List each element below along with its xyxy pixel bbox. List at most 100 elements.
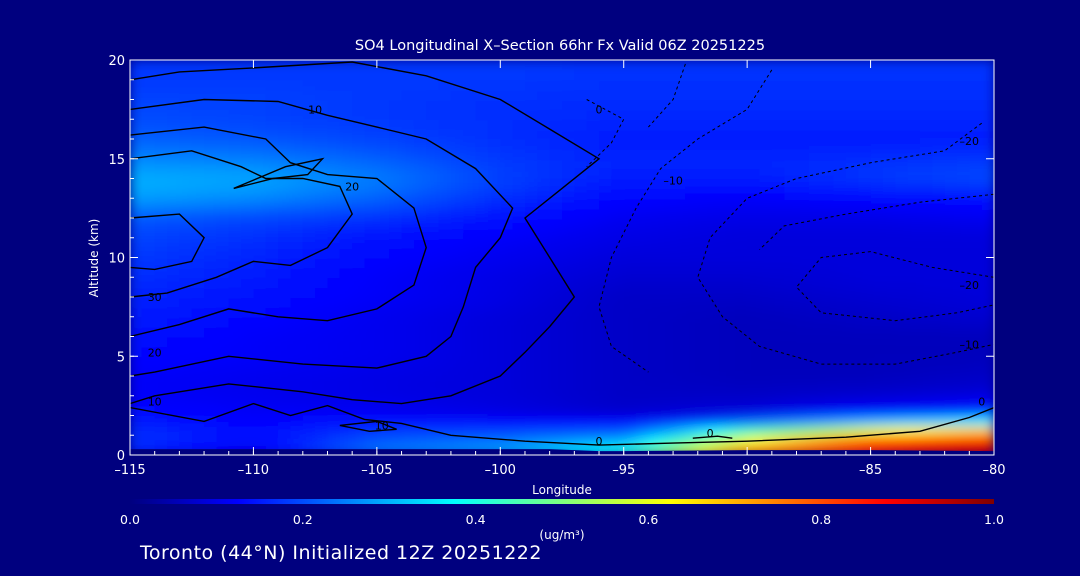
heat-cell (525, 227, 539, 239)
heat-cell (882, 356, 897, 368)
heat-cell (969, 415, 983, 427)
colorbar-ticks: 0.0 0.2 0.4 0.6 0.8 1.0 (120, 512, 1004, 527)
heat-cell (562, 198, 576, 210)
heat-cell (858, 178, 872, 190)
heat-cell (697, 79, 712, 91)
heat-cell (562, 277, 576, 289)
heat-cell (957, 188, 971, 200)
heat-cell (154, 435, 168, 447)
heat-cell (599, 79, 613, 91)
heat-cell (191, 385, 205, 397)
heat-cell (957, 99, 971, 111)
heat-cell (919, 435, 934, 447)
heat-cell (290, 376, 304, 387)
heat-cell (586, 218, 600, 229)
heat-cell (574, 60, 588, 71)
heat-cell (907, 119, 921, 131)
heat-cell (932, 336, 946, 348)
heat-cell (241, 287, 255, 298)
heat-cell (660, 356, 674, 368)
heat-cell (352, 287, 366, 298)
heat-cell (450, 69, 465, 81)
heat-cell (327, 366, 341, 377)
heat-cell (401, 346, 415, 358)
heat-cell (944, 346, 958, 358)
heat-cell (685, 99, 699, 111)
heat-cell (364, 385, 378, 397)
heat-cell (487, 129, 502, 140)
heat-cell (784, 148, 798, 160)
heat-cell (241, 139, 255, 150)
heat-cell (623, 158, 637, 170)
x-tick-label: –110 (238, 463, 269, 478)
heat-cell (241, 119, 255, 131)
heat-cell (636, 139, 650, 150)
contour-line (586, 99, 625, 168)
heat-cell (278, 119, 292, 131)
heat-cell (512, 158, 526, 170)
heat-cell (278, 227, 292, 239)
heat-cell (808, 109, 823, 121)
heat-cell (130, 79, 144, 91)
heat-cell (697, 69, 712, 81)
heat-cell (265, 267, 280, 279)
heat-cell (969, 139, 983, 150)
heat-cell (389, 69, 403, 81)
heat-cell (697, 247, 712, 259)
heat-cell (549, 415, 563, 427)
heat-cell (932, 69, 946, 81)
heat-cell (290, 415, 304, 427)
heat-cell (130, 435, 144, 447)
heat-cell (142, 198, 156, 210)
heat-cell (722, 405, 736, 417)
heat-cell (537, 139, 551, 150)
heat-cell (290, 336, 304, 348)
heat-cell (278, 89, 292, 101)
heat-cell (599, 425, 613, 437)
heat-cell (895, 148, 909, 160)
heat-cell (302, 247, 317, 259)
heat-cell (882, 376, 897, 387)
heat-cell (586, 435, 600, 447)
heat-cell (475, 277, 489, 289)
heat-cell (660, 267, 674, 279)
heat-cell (611, 435, 625, 447)
heat-cell (327, 168, 341, 180)
heat-cell (278, 435, 292, 447)
heat-cell (907, 208, 921, 219)
heat-cell (697, 168, 712, 180)
heat-cell (685, 158, 699, 170)
heat-cell (969, 376, 983, 387)
heat-cell (130, 69, 144, 81)
heat-cell (759, 178, 773, 190)
heat-cell (500, 208, 514, 219)
heat-cell (463, 376, 477, 387)
heat-cell (216, 316, 230, 328)
heat-cell (167, 218, 181, 229)
heat-cell (648, 198, 662, 210)
heat-cell (475, 415, 489, 427)
heat-cell (228, 99, 242, 111)
heat-cell (389, 376, 403, 387)
heat-cell (167, 188, 181, 200)
heat-cell (870, 168, 884, 180)
heat-cell (808, 356, 823, 368)
heat-cell (969, 188, 983, 200)
heat-cell (339, 237, 354, 249)
heat-cell (734, 297, 749, 308)
heat-cell (315, 287, 329, 298)
heat-cell (265, 69, 280, 81)
heat-cell (623, 208, 637, 219)
heat-cell (216, 385, 230, 397)
heat-cell (722, 435, 736, 447)
heat-cell (525, 178, 539, 190)
heat-cell (685, 425, 699, 437)
heat-cell (574, 267, 588, 279)
heat-cell (525, 425, 539, 437)
heat-cell (265, 148, 280, 160)
heat-cell (870, 316, 884, 328)
heat-cell (747, 405, 761, 417)
heat-cell (623, 99, 637, 111)
heat-cell (253, 227, 267, 239)
heat-cell (216, 119, 230, 131)
